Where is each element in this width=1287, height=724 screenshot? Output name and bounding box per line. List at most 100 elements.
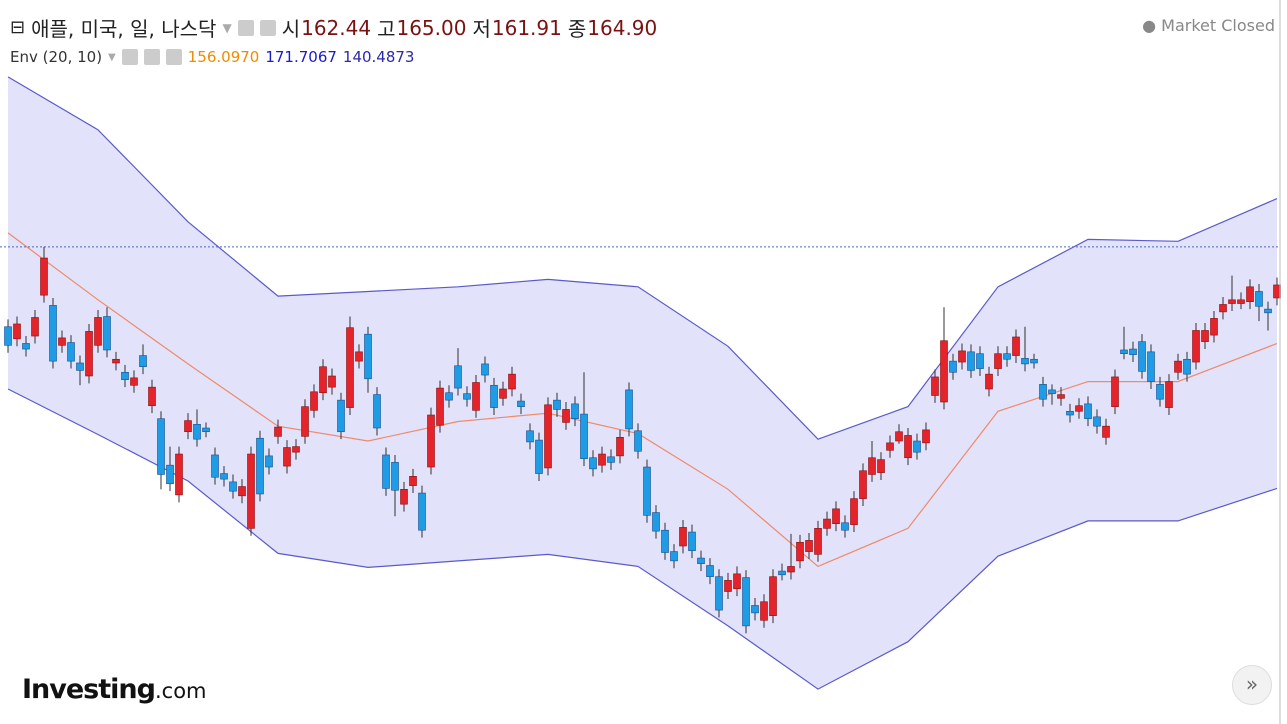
high-label: 고	[377, 17, 396, 41]
candle-body	[400, 489, 408, 505]
candle-body	[832, 508, 840, 525]
candle-body	[103, 316, 111, 351]
candle-body	[49, 305, 57, 362]
candle-body	[1066, 410, 1074, 416]
candle-body	[499, 388, 507, 399]
candle-body	[373, 394, 381, 429]
icon[interactable]	[121, 49, 138, 65]
candle-body	[328, 375, 336, 388]
candle-body	[850, 498, 858, 525]
candle-body	[67, 342, 75, 362]
candle-body	[958, 350, 966, 363]
candle-body	[1021, 358, 1029, 365]
candle-body	[1012, 336, 1020, 356]
candle-body	[949, 360, 957, 373]
header-row: ⊟ 애플, 미국, 일, 나스닥 ▼ 시 162.44 고 165.00 저 161.…	[10, 13, 657, 42]
candle-body	[553, 399, 561, 410]
candle-body	[1246, 286, 1254, 302]
market-status: ● Market Closed	[1142, 16, 1275, 35]
close: 164.90	[587, 15, 658, 40]
candle-body	[220, 473, 228, 480]
candle-body	[751, 605, 759, 614]
open: 162.44	[301, 15, 372, 40]
candle-body	[976, 353, 984, 369]
candle-body	[1201, 330, 1209, 342]
scroll-button[interactable]: »	[1232, 665, 1272, 705]
candle-body	[310, 391, 318, 411]
candle-body	[1102, 425, 1110, 438]
collapse-icon[interactable]: ⊟	[10, 17, 26, 38]
candle-body	[382, 454, 390, 489]
candle-body	[985, 373, 993, 390]
candle-body	[436, 387, 444, 426]
candle-body	[121, 371, 129, 381]
candle-body	[562, 409, 570, 423]
candle-body	[994, 353, 1002, 369]
candle-body	[796, 541, 804, 562]
icon[interactable]	[143, 49, 160, 65]
candle-body	[265, 455, 273, 468]
candle-body	[598, 453, 606, 466]
candle-body	[769, 576, 777, 616]
icon[interactable]	[165, 49, 182, 65]
candle-body	[292, 446, 300, 453]
candle-body	[697, 557, 705, 564]
candle-body	[904, 435, 912, 459]
candle-body	[454, 365, 462, 389]
candle-body	[211, 454, 219, 478]
dropdown[interactable]: ▼	[222, 20, 232, 35]
candle-body	[202, 427, 210, 433]
candle-body	[634, 430, 642, 452]
candle-body	[1048, 389, 1056, 394]
candle-body	[679, 527, 687, 547]
candle-body	[688, 531, 696, 551]
candle-body	[787, 566, 795, 573]
candle-body	[895, 431, 903, 442]
icon[interactable]	[259, 19, 276, 36]
candle-body	[85, 331, 93, 377]
candle-body	[40, 257, 48, 296]
candle-body	[139, 355, 147, 368]
candle-body	[715, 576, 723, 611]
candle-body	[1219, 304, 1227, 313]
candle-body	[4, 326, 12, 346]
candle-body	[472, 382, 480, 411]
candle-body	[22, 343, 30, 350]
candle-body	[409, 476, 417, 486]
icon[interactable]	[237, 19, 254, 36]
open-label: 시	[281, 17, 301, 41]
envelope-lower	[7, 388, 1278, 690]
candle-body	[607, 456, 615, 463]
candle-body	[1174, 360, 1182, 373]
candle-body	[1210, 318, 1218, 336]
low-label: 저	[472, 17, 491, 41]
close-label: 종	[567, 17, 587, 41]
indicator-row: Env (20, 10) ▼ 156.0970 171.7067 140.487…	[10, 48, 414, 66]
candle-body	[76, 362, 84, 371]
candle-body	[805, 540, 813, 552]
candle-body	[256, 437, 264, 495]
candle-body	[571, 403, 579, 420]
candle-body	[1237, 299, 1245, 304]
candle-body	[1264, 308, 1272, 314]
candle-body	[886, 442, 894, 451]
candle-body	[1156, 384, 1164, 400]
candle-body	[643, 466, 651, 516]
candle-body	[841, 522, 849, 531]
candle-body	[733, 573, 741, 590]
candle-body	[355, 351, 363, 362]
candle-body	[274, 426, 282, 437]
candle-body	[877, 459, 885, 473]
candle-body	[1147, 351, 1155, 382]
candle-body	[508, 373, 516, 390]
candle-body	[130, 377, 138, 386]
candle-body	[427, 414, 435, 468]
candle-body	[166, 464, 174, 485]
candle-body	[31, 317, 39, 337]
candle-body	[229, 481, 237, 492]
candle-body	[1129, 348, 1137, 355]
candle-body	[625, 389, 633, 430]
dropdown[interactable]: ▼	[108, 51, 116, 63]
candle-body	[652, 512, 660, 532]
